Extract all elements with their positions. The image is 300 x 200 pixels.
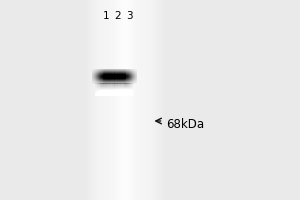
Text: 1: 1 <box>103 11 110 21</box>
Text: 2: 2 <box>115 11 121 21</box>
Text: 3: 3 <box>126 11 133 21</box>
Text: 68kDa: 68kDa <box>167 118 205 132</box>
